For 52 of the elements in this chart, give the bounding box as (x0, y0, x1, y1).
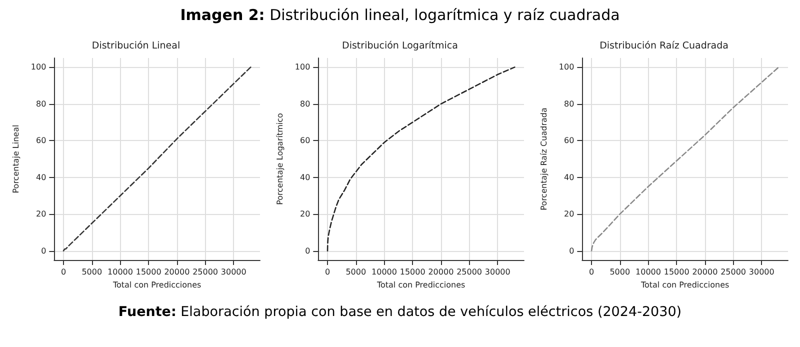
x-tick-label: 5000 (346, 268, 366, 276)
y-tick-label: 0 (569, 246, 574, 256)
x-tick-label: 20000 (428, 268, 454, 276)
chart-title: Distribución Logarítmica (342, 40, 458, 52)
y-tick-label: 60 (36, 136, 46, 146)
x-axis-title: Total con Predicciones (640, 280, 730, 290)
y-tick-label: 20 (300, 210, 310, 219)
y-tick-label: 0 (305, 246, 310, 256)
x-tick-label: 25000 (720, 268, 746, 276)
x-tick-label: 15000 (136, 268, 162, 276)
y-tick-label: 100 (30, 62, 46, 72)
x-tick-label: 20000 (692, 268, 718, 276)
source-note: Fuente: Elaboración propia con base en datos de vehículos eléctricos (2024-2030) (118, 304, 682, 320)
x-tick-label: 10000 (108, 268, 133, 276)
y-axis-title: Porcentaje Lineal (12, 124, 20, 194)
y-tick-label: 40 (564, 172, 574, 182)
x-tick-label: 30000 (748, 268, 774, 276)
y-tick-label: 40 (300, 172, 310, 182)
x-tick-label: 15000 (400, 268, 426, 276)
x-tick-label: 5000 (610, 268, 630, 276)
x-tick-label: 0 (60, 268, 66, 276)
y-axis-title: Porcentaje Raíz Cuadrada (540, 108, 548, 210)
x-tick-label: 15000 (664, 268, 690, 276)
y-tick-label: 80 (300, 99, 310, 108)
y-tick-label: 80 (564, 99, 574, 108)
line-series (590, 66, 780, 252)
x-tick-label: 10000 (636, 268, 661, 276)
x-tick-label: 25000 (456, 268, 482, 276)
x-tick-label: 30000 (484, 268, 510, 276)
y-tick-label: 100 (294, 62, 310, 72)
y-tick-label: 20 (36, 210, 46, 219)
x-tick-label: 30000 (220, 268, 246, 276)
chart-title: Distribución Raíz Cuadrada (600, 40, 728, 52)
chart-title: Distribución Lineal (92, 40, 180, 52)
x-axis-title: Total con Predicciones (376, 280, 466, 290)
line-series (326, 66, 516, 252)
y-axis-title: Porcentaje Logarítmico (276, 112, 284, 205)
y-tick-label: 60 (300, 136, 310, 146)
x-tick-label: 25000 (192, 268, 218, 276)
y-tick-label: 40 (36, 172, 46, 182)
text: Imagen 2: Distribución lineal, logarítmica y raíz cuadrada (180, 6, 620, 24)
x-tick-label: 10000 (372, 268, 397, 276)
y-tick-label: 20 (564, 210, 574, 219)
y-tick-label: 0 (41, 246, 46, 256)
x-axis-title: Total con Predicciones (112, 280, 202, 290)
y-tick-label: 100 (558, 62, 574, 72)
x-tick-label: 0 (324, 268, 330, 276)
y-tick-label: 60 (564, 136, 574, 146)
x-tick-label: 20000 (164, 268, 190, 276)
y-tick-label: 80 (36, 99, 46, 108)
x-tick-label: 0 (588, 268, 594, 276)
x-tick-label: 5000 (82, 268, 102, 276)
